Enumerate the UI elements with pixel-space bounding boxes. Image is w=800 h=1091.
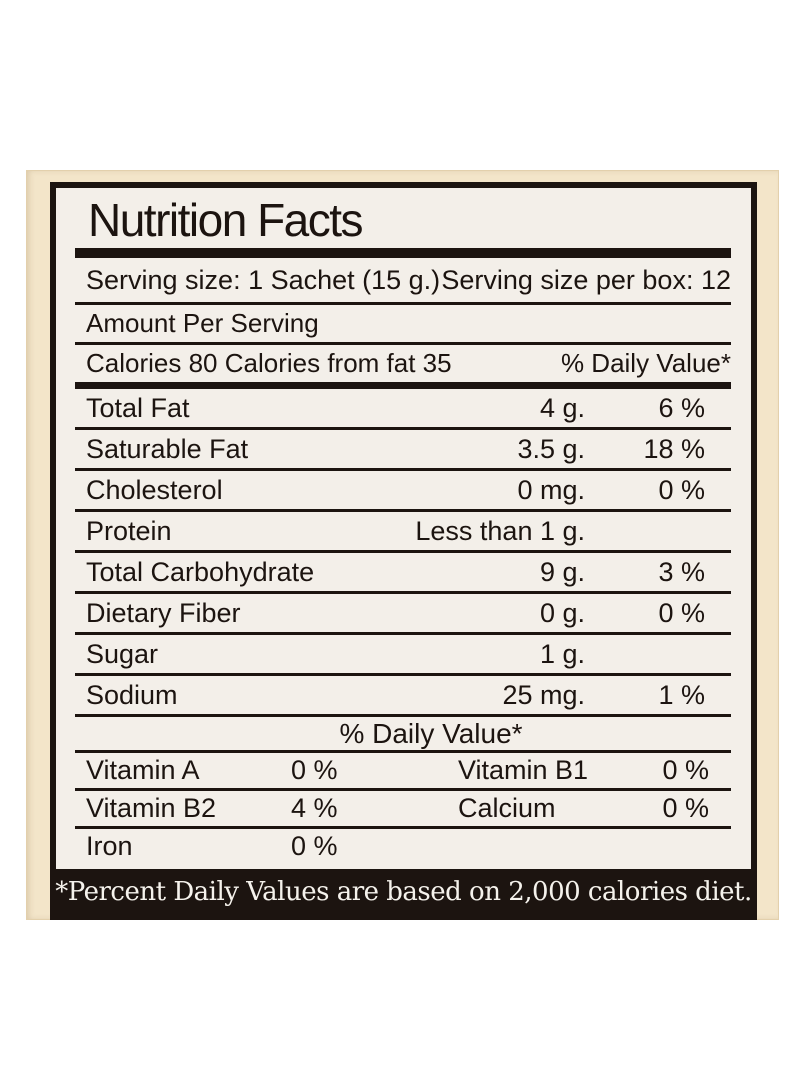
micronutrient-name: Calcium — [458, 793, 556, 823]
divider — [75, 342, 731, 345]
micronutrient-value: 4 % — [291, 793, 338, 823]
divider — [75, 673, 731, 676]
amount-per-serving-label: Amount Per Serving — [86, 308, 319, 338]
nutrient-row-sodium: Sodium 25 mg. 1 % — [75, 676, 731, 714]
nutrient-daily-value: 1 % — [658, 679, 705, 710]
nutrition-label-card: Nutrition Facts Serving size: 1 Sachet (… — [26, 170, 779, 920]
title-divider-bar — [75, 248, 731, 258]
footnote-bar: *Percent Daily Values are based on 2,000… — [55, 869, 752, 914]
divider — [75, 632, 731, 635]
nutrient-row-saturable-fat: Saturable Fat 3.5 g. 18 % — [75, 430, 731, 468]
divider — [75, 550, 731, 553]
micronutrient-value: 0 % — [291, 831, 338, 861]
nutrient-amount: 1 g. — [539, 638, 585, 669]
micronutrient-value: 0 % — [662, 793, 709, 823]
nutrient-daily-value: 6 % — [658, 392, 705, 423]
nutrient-daily-value: 0 % — [658, 597, 705, 628]
serving-size: Serving size: 1 Sachet (15 g.) — [86, 264, 441, 295]
micronutrient-value: 0 % — [291, 755, 338, 785]
micronutrient-name: Vitamin B1 — [458, 755, 589, 785]
nutrient-name: Protein — [86, 515, 172, 546]
nutrient-name: Sugar — [86, 638, 159, 669]
label-title: Nutrition Facts — [88, 194, 364, 246]
daily-value-header: % Daily Value* — [560, 348, 731, 378]
nutrient-row-cholesterol: Cholesterol 0 mg. 0 % — [75, 471, 731, 509]
nutrient-daily-value: 18 % — [643, 433, 705, 464]
nutrient-daily-value: 0 % — [658, 474, 705, 505]
micronutrient-row-3: Iron 0 % — [75, 829, 731, 864]
divider — [75, 468, 731, 471]
footnote-text: *Percent Daily Values are based on 2,000… — [55, 876, 752, 907]
calories-row: Calories 80 Calories from fat 35 % Daily… — [75, 345, 731, 382]
nutrient-row-sugar: Sugar 1 g. — [75, 635, 731, 673]
calories-divider-bar — [75, 382, 731, 389]
nutrient-name: Dietary Fiber — [86, 597, 241, 628]
divider — [75, 714, 731, 717]
nutrient-row-total-carbohydrate: Total Carbohydrate 9 g. 3 % — [75, 553, 731, 591]
divider — [75, 509, 731, 512]
nutrient-amount: 9 g. — [539, 556, 585, 587]
nutrient-name: Total Fat — [86, 392, 190, 423]
amount-per-serving-row: Amount Per Serving — [75, 305, 731, 342]
serving-size-row: Serving size: 1 Sachet (15 g.) Serving s… — [75, 258, 731, 302]
nutrient-amount: 0 g. — [539, 597, 585, 628]
divider — [75, 750, 731, 753]
daily-value-section-header: % Daily Value* — [339, 717, 523, 749]
nutrient-amount: Less than 1 g. — [415, 515, 585, 546]
divider — [75, 788, 731, 791]
micronutrient-row-2: Vitamin B2 4 % Calcium 0 % — [75, 791, 731, 826]
nutrient-amount: 3.5 g. — [517, 433, 585, 464]
divider — [75, 591, 731, 594]
micronutrient-name: Vitamin B2 — [86, 793, 217, 823]
nutrient-daily-value: 3 % — [658, 556, 705, 587]
nutrient-name: Total Carbohydrate — [86, 556, 315, 587]
nutrient-row-protein: Protein Less than 1 g. — [75, 512, 731, 550]
nutrient-row-total-fat: Total Fat 4 g. 6 % — [75, 389, 731, 427]
nutrition-facts-box: Nutrition Facts Serving size: 1 Sachet (… — [50, 182, 757, 920]
nutrient-row-dietary-fiber: Dietary Fiber 0 g. 0 % — [75, 594, 731, 632]
servings-per-box: Serving size per box: 12 — [441, 264, 731, 295]
nutrient-name: Saturable Fat — [86, 433, 249, 464]
micronutrient-value: 0 % — [662, 755, 709, 785]
nutrient-name: Sodium — [86, 679, 178, 710]
divider — [75, 427, 731, 430]
label-content: Nutrition Facts Serving size: 1 Sachet (… — [56, 195, 751, 864]
nutrient-amount: 0 mg. — [517, 474, 585, 505]
divider — [75, 302, 731, 305]
calories-line: Calories 80 Calories from fat 35 — [86, 348, 452, 378]
nutrient-name: Cholesterol — [86, 474, 223, 505]
nutrient-amount: 4 g. — [539, 392, 585, 423]
micronutrient-name: Vitamin A — [86, 755, 200, 785]
micronutrient-name: Iron — [86, 831, 133, 861]
nutrient-amount: 25 mg. — [502, 679, 585, 710]
divider — [75, 826, 731, 829]
micronutrient-row-1: Vitamin A 0 % Vitamin B1 0 % — [75, 753, 731, 788]
